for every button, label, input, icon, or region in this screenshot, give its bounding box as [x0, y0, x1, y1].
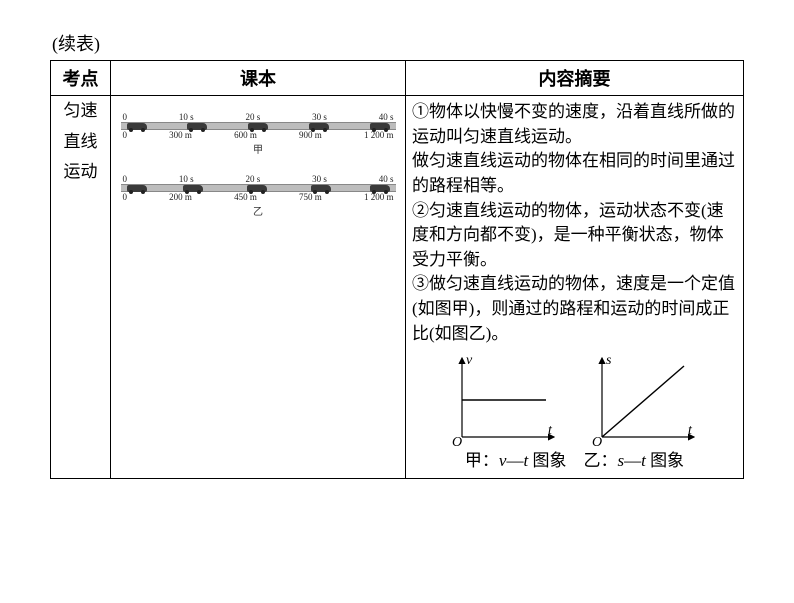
dist-label: 0	[123, 130, 128, 140]
cap-st-mid: —	[624, 451, 641, 470]
time-label: 0	[123, 112, 128, 122]
cap-st-prefix: 乙：	[583, 451, 617, 470]
road-B	[121, 184, 396, 192]
dist-label: 1 200 m	[364, 192, 394, 202]
car-icon	[370, 185, 390, 192]
car-icon	[127, 123, 147, 130]
main-table: 考点 课本 内容摘要 匀速 直线 运动 0 10 s 20 s 30 s 40	[50, 60, 744, 479]
summary-p3: ③做匀速直线运动的物体，速度是一个定值(如图甲)，则通过的路程和运动的时间成正比…	[412, 272, 737, 346]
summary-text: ①物体以快慢不变的速度，沿着直线所做的运动叫匀速直线运动。 做匀速直线运动的物体…	[412, 100, 737, 346]
vt-x-label: t	[548, 423, 553, 438]
dist-label: 0	[123, 192, 128, 202]
vt-graph: v t O	[450, 352, 560, 447]
time-label: 10 s	[179, 174, 194, 184]
table-header-row: 考点 课本 内容摘要	[51, 61, 744, 96]
graphs-row: v t O s t O	[412, 352, 737, 447]
graph-caption: 甲：v—t 图象 乙：s—t 图象	[412, 449, 737, 474]
st-origin: O	[592, 435, 602, 447]
strip-B-times: 0 10 s 20 s 30 s 40 s	[121, 174, 396, 184]
car-icon	[309, 123, 329, 130]
time-label: 30 s	[312, 174, 327, 184]
table-row: 匀速 直线 运动 0 10 s 20 s 30 s 40 s	[51, 96, 744, 479]
cap-vt-prefix: 甲：	[465, 451, 499, 470]
strip-A-times: 0 10 s 20 s 30 s 40 s	[121, 112, 396, 122]
dist-label: 900 m	[299, 130, 322, 140]
time-label: 0	[123, 174, 128, 184]
car-strip-B: 0 10 s 20 s 30 s 40 s	[121, 172, 396, 218]
st-graph: s t O	[590, 352, 700, 447]
summary-cell: ①物体以快慢不变的速度，沿着直线所做的运动叫匀速直线运动。 做匀速直线运动的物体…	[406, 96, 744, 479]
dist-label: 600 m	[234, 130, 257, 140]
cap-vt-mid: —	[506, 451, 523, 470]
topic-cell: 匀速 直线 运动	[51, 96, 111, 479]
time-label: 10 s	[179, 112, 194, 122]
header-book: 课本	[111, 61, 406, 96]
car-icon	[127, 185, 147, 192]
summary-p1a: ①物体以快慢不变的速度，沿着直线所做的运动叫匀速直线运动。	[412, 100, 737, 149]
dist-label: 450 m	[234, 192, 257, 202]
topic-text: 匀速 直线 运动	[64, 101, 98, 181]
strip-B-dists: 0 200 m 450 m 750 m 1 200 m	[121, 192, 396, 202]
time-label: 30 s	[312, 112, 327, 122]
car-icon	[370, 123, 390, 130]
header-summary: 内容摘要	[406, 61, 744, 96]
vt-y-label: v	[466, 353, 473, 368]
car-icon	[187, 123, 207, 130]
time-label: 40 s	[379, 174, 394, 184]
vt-origin: O	[452, 435, 462, 447]
dist-label: 300 m	[169, 130, 192, 140]
car-icon	[247, 185, 267, 192]
summary-p2: ②匀速直线运动的物体，运动状态不变(速度和方向都不变)，是一种平衡状态，物体受力…	[412, 199, 737, 273]
dist-label: 750 m	[299, 192, 322, 202]
strip-A-label: 甲	[121, 141, 396, 156]
strip-A-dists: 0 300 m 600 m 900 m 1 200 m	[121, 130, 396, 140]
car-icon	[183, 185, 203, 192]
summary-p1b: 做匀速直线运动的物体在相同的时间里通过的路程相等。	[412, 149, 737, 198]
continue-label: (续表)	[52, 30, 744, 56]
dist-label: 200 m	[169, 192, 192, 202]
cap-vt-suffix: 图象	[528, 451, 566, 470]
cap-st-suffix: 图象	[646, 451, 684, 470]
time-label: 20 s	[245, 112, 260, 122]
car-strip-A: 0 10 s 20 s 30 s 40 s	[121, 110, 396, 156]
strip-B-label: 乙	[121, 203, 396, 218]
header-topic: 考点	[51, 61, 111, 96]
st-x-label: t	[688, 423, 693, 438]
time-label: 20 s	[245, 174, 260, 184]
car-icon	[311, 185, 331, 192]
time-label: 40 s	[379, 112, 394, 122]
road-A	[121, 122, 396, 130]
book-cell: 0 10 s 20 s 30 s 40 s	[111, 96, 406, 479]
car-icon	[248, 123, 268, 130]
dist-label: 1 200 m	[364, 130, 394, 140]
st-y-label: s	[606, 353, 612, 368]
